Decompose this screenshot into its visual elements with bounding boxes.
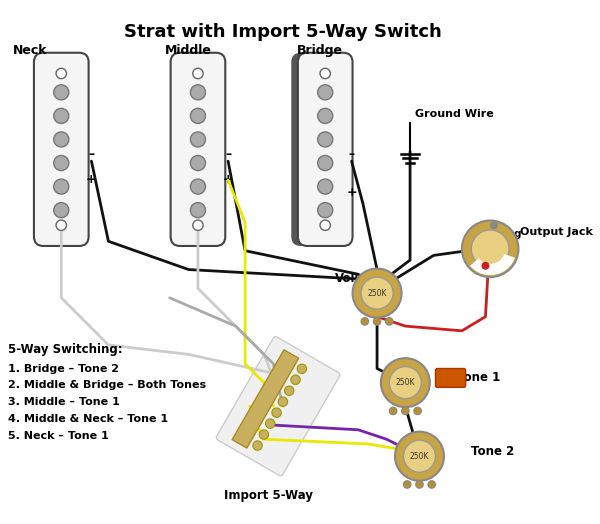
Text: Ring: Ring	[495, 228, 521, 239]
Circle shape	[54, 203, 69, 217]
Circle shape	[193, 68, 203, 79]
Circle shape	[272, 408, 281, 417]
Circle shape	[361, 277, 393, 309]
Circle shape	[54, 132, 69, 147]
Text: Bridge: Bridge	[297, 45, 343, 57]
Text: Ground Wire: Ground Wire	[415, 109, 494, 119]
Text: –: –	[225, 148, 231, 161]
Circle shape	[284, 386, 294, 396]
Circle shape	[190, 108, 205, 124]
Circle shape	[54, 108, 69, 124]
Circle shape	[190, 203, 205, 217]
Circle shape	[482, 263, 489, 269]
Circle shape	[472, 230, 509, 268]
Text: +: +	[86, 173, 97, 187]
Circle shape	[317, 203, 333, 217]
Text: 1. Bridge – Tone 2: 1. Bridge – Tone 2	[8, 364, 119, 374]
Text: Neck: Neck	[13, 45, 47, 57]
Circle shape	[56, 220, 67, 231]
Circle shape	[54, 85, 69, 100]
Text: Output Jack: Output Jack	[520, 227, 593, 237]
Circle shape	[395, 432, 444, 481]
Circle shape	[317, 179, 333, 194]
FancyBboxPatch shape	[41, 53, 81, 246]
Circle shape	[291, 375, 300, 385]
Circle shape	[403, 440, 436, 472]
Text: Strat with Import 5-Way Switch: Strat with Import 5-Way Switch	[124, 23, 442, 41]
Circle shape	[317, 85, 333, 100]
Text: Import 5-Way: Import 5-Way	[224, 489, 313, 503]
FancyBboxPatch shape	[34, 53, 89, 246]
Text: 4. Middle & Neck – Tone 1: 4. Middle & Neck – Tone 1	[8, 414, 167, 424]
Circle shape	[416, 481, 423, 488]
Circle shape	[54, 156, 69, 171]
Text: –: –	[88, 148, 94, 161]
Circle shape	[320, 68, 331, 79]
Text: 3. Middle – Tone 1: 3. Middle – Tone 1	[8, 397, 119, 408]
Circle shape	[317, 156, 333, 171]
Text: 5-Way Switching:: 5-Way Switching:	[8, 343, 122, 356]
Circle shape	[491, 222, 497, 228]
Circle shape	[190, 85, 205, 100]
Circle shape	[193, 220, 203, 231]
Circle shape	[353, 269, 401, 318]
FancyBboxPatch shape	[436, 368, 466, 387]
Circle shape	[317, 132, 333, 147]
Text: 250K: 250K	[367, 289, 387, 298]
FancyBboxPatch shape	[232, 350, 299, 448]
Circle shape	[190, 132, 205, 147]
FancyBboxPatch shape	[298, 53, 353, 246]
Text: Tone 1: Tone 1	[457, 372, 500, 385]
Circle shape	[56, 68, 67, 79]
Text: Tone 2: Tone 2	[472, 445, 515, 458]
Text: 5. Neck – Tone 1: 5. Neck – Tone 1	[8, 431, 108, 441]
Text: +: +	[223, 173, 233, 187]
Circle shape	[259, 430, 269, 439]
Circle shape	[462, 221, 518, 277]
Wedge shape	[470, 254, 515, 275]
Circle shape	[403, 481, 411, 488]
Text: 2. Middle & Bridge – Both Tones: 2. Middle & Bridge – Both Tones	[8, 380, 206, 390]
Text: +: +	[346, 185, 357, 199]
Circle shape	[361, 318, 368, 325]
Circle shape	[278, 397, 287, 407]
Circle shape	[190, 156, 205, 171]
Circle shape	[190, 179, 205, 194]
FancyBboxPatch shape	[291, 53, 332, 246]
Circle shape	[317, 108, 333, 124]
Circle shape	[373, 318, 381, 325]
Circle shape	[320, 220, 331, 231]
Circle shape	[297, 364, 307, 374]
Text: Volume: Volume	[335, 271, 383, 285]
Text: –: –	[349, 148, 355, 161]
Circle shape	[428, 481, 436, 488]
Text: 250K: 250K	[395, 378, 415, 387]
Text: 250K: 250K	[410, 452, 429, 461]
Circle shape	[401, 407, 409, 414]
Circle shape	[389, 367, 421, 399]
Circle shape	[386, 318, 393, 325]
Text: Middle: Middle	[165, 45, 212, 57]
Circle shape	[381, 358, 430, 407]
FancyBboxPatch shape	[177, 53, 218, 246]
Circle shape	[253, 441, 262, 450]
Circle shape	[414, 407, 421, 414]
Circle shape	[266, 419, 275, 428]
Circle shape	[389, 407, 397, 414]
FancyBboxPatch shape	[216, 336, 340, 476]
Circle shape	[54, 179, 69, 194]
Text: Tip: Tip	[485, 265, 504, 275]
FancyBboxPatch shape	[170, 53, 225, 246]
